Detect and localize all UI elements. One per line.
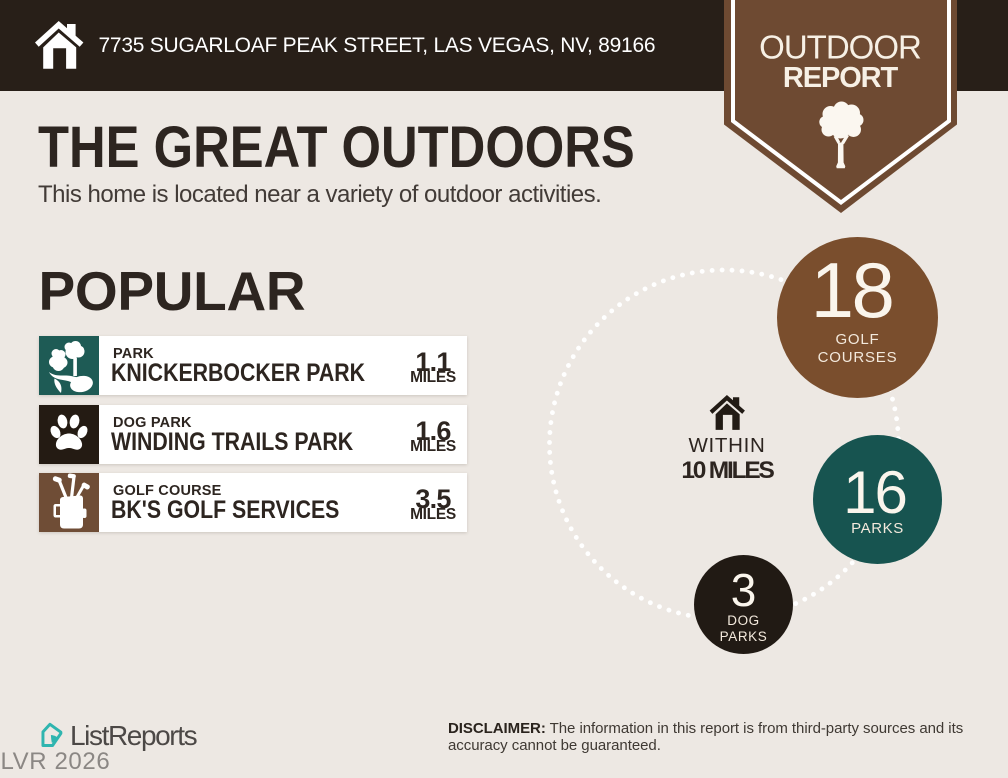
- svg-text:REPORT: REPORT: [783, 62, 899, 94]
- svg-text:OUTDOOR: OUTDOOR: [759, 29, 921, 66]
